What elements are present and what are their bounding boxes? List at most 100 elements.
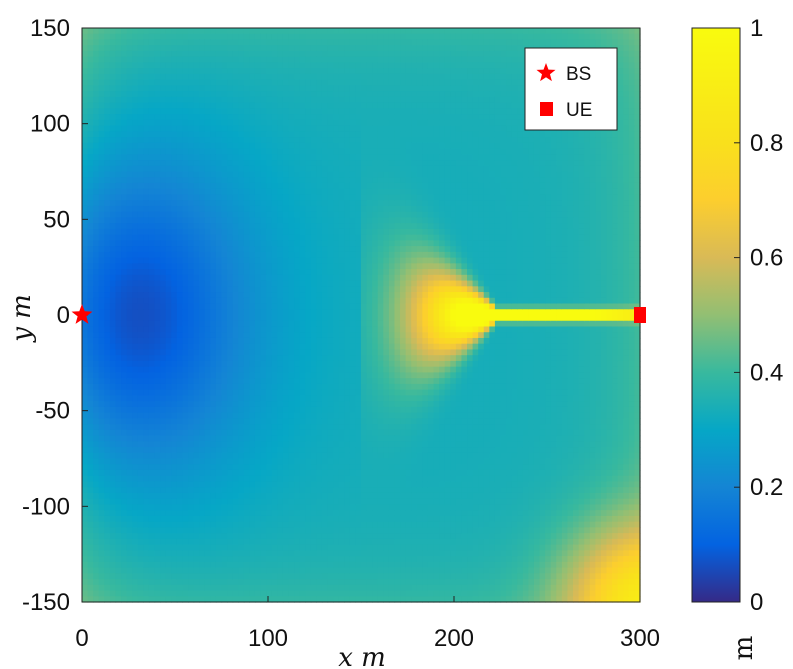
heatmap-cell (104, 205, 111, 213)
heatmap-cell (294, 62, 301, 69)
heatmap-cell (193, 441, 200, 448)
heatmap-cell (193, 464, 200, 471)
heatmap-cell (137, 584, 144, 592)
heatmap-cell (98, 96, 105, 104)
heatmap-cell (121, 96, 128, 104)
heatmap-cell (333, 102, 340, 109)
heatmap-cell (87, 263, 94, 270)
heatmap-cell (288, 85, 295, 92)
heatmap-cell (249, 412, 256, 419)
heatmap-cell (243, 366, 250, 373)
heatmap-cell (121, 412, 128, 419)
heatmap-cell (355, 280, 362, 287)
heatmap-cell (82, 217, 89, 224)
heatmap-cell (271, 73, 278, 81)
heatmap-cell (199, 142, 206, 150)
heatmap-cell (238, 326, 245, 333)
heatmap-cell (349, 343, 357, 351)
heatmap-cell (176, 240, 184, 247)
heatmap-cell (227, 458, 234, 465)
heatmap-cell (160, 154, 167, 161)
heatmap-cell (115, 154, 122, 161)
heatmap-cell (143, 68, 150, 75)
heatmap-cell (104, 280, 111, 287)
heatmap-cell (327, 102, 334, 109)
heatmap-cell (171, 355, 178, 362)
heatmap-cell (199, 102, 206, 109)
heatmap-cell (310, 469, 317, 477)
heatmap-cell (232, 424, 239, 431)
heatmap-cell (160, 125, 167, 132)
heatmap-cell (215, 223, 223, 230)
heatmap-cell (305, 269, 312, 276)
heatmap-cell (132, 458, 139, 465)
heatmap-cell (305, 68, 312, 75)
heatmap-cell (349, 395, 357, 402)
heatmap-cell (98, 418, 105, 425)
heatmap-cell (121, 556, 128, 563)
heatmap-cell (355, 286, 362, 293)
heatmap-cell (193, 114, 200, 121)
heatmap-cell (232, 458, 239, 465)
heatmap-cell (160, 114, 167, 121)
heatmap-cell (294, 240, 301, 247)
heatmap-cell (282, 515, 290, 523)
heatmap-cell (143, 269, 150, 276)
heatmap-cell (288, 114, 295, 121)
heatmap-cell (121, 320, 128, 328)
heatmap-cell (282, 194, 290, 201)
heatmap-cell (160, 401, 167, 408)
heatmap-cell (238, 412, 245, 419)
heatmap-cell (148, 320, 156, 328)
heatmap-cell (82, 378, 89, 385)
heatmap-cell (93, 263, 100, 270)
heatmap-cell (165, 28, 172, 35)
heatmap-cell (294, 154, 301, 161)
heatmap-cell (299, 349, 306, 356)
heatmap-cell (249, 56, 256, 64)
heatmap-cell (126, 590, 133, 597)
heatmap-cell (182, 561, 189, 569)
heatmap-cell (148, 395, 156, 402)
heatmap-cell (137, 349, 144, 356)
heatmap-cell (249, 492, 256, 500)
heatmap-cell (344, 544, 351, 551)
heatmap-cell (115, 492, 122, 500)
heatmap-cell (260, 45, 267, 52)
heatmap-cell (333, 452, 340, 460)
heatmap-cell (199, 274, 206, 282)
heatmap-cell (294, 412, 301, 419)
heatmap-cell (338, 50, 345, 58)
heatmap-cell (310, 257, 317, 264)
heatmap-cell (277, 274, 284, 282)
heatmap-cell (355, 510, 362, 517)
heatmap-cell (82, 119, 89, 127)
heatmap-cell (305, 280, 312, 287)
heatmap-cell (210, 160, 217, 167)
heatmap-cell (132, 177, 139, 184)
heatmap-cell (338, 137, 345, 144)
heatmap-cell (355, 475, 362, 483)
heatmap-cell (344, 320, 351, 328)
heatmap-cell (277, 114, 284, 121)
heatmap-cell (82, 228, 89, 236)
heatmap-cell (294, 584, 301, 592)
heatmap-cell (333, 269, 340, 276)
heatmap-cell (121, 579, 128, 586)
heatmap-cell (165, 137, 172, 144)
heatmap-cell (171, 441, 178, 448)
heatmap-cell (238, 498, 245, 506)
heatmap-cell (344, 481, 351, 488)
heatmap-cell (338, 62, 345, 69)
heatmap-cell (288, 194, 295, 201)
heatmap-cell (238, 366, 245, 373)
heatmap-cell (305, 521, 312, 528)
heatmap-cell (333, 315, 340, 322)
heatmap-cell (98, 240, 105, 247)
heatmap-cell (243, 527, 250, 534)
heatmap-cell (182, 177, 189, 184)
heatmap-cell (266, 131, 273, 138)
heatmap-cell (148, 154, 156, 161)
heatmap-cell (254, 527, 262, 534)
heatmap-cell (93, 217, 100, 224)
